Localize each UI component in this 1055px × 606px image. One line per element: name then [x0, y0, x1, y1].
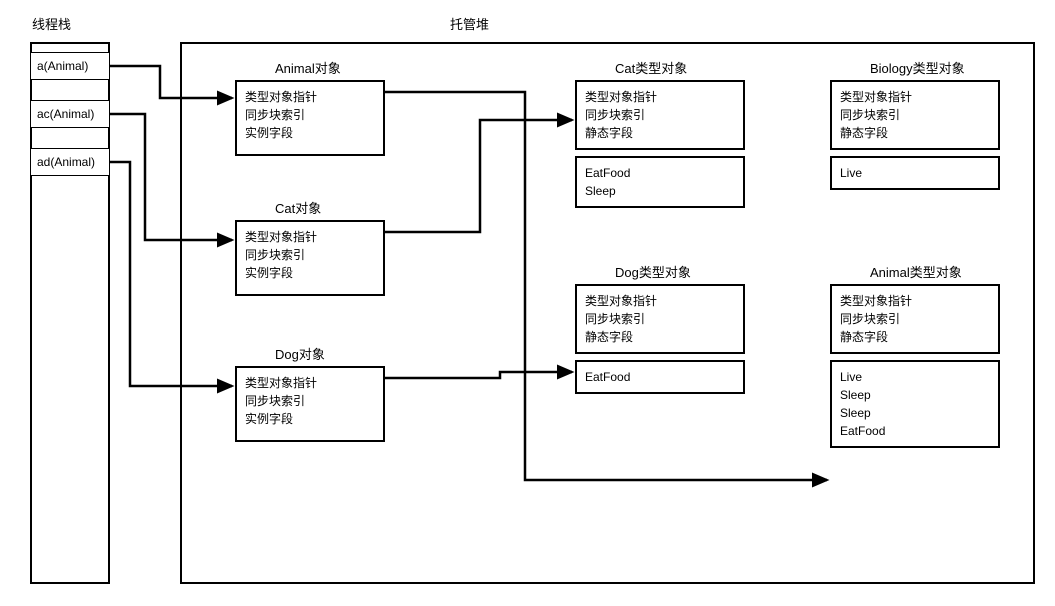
field: 同步块索引 [585, 310, 735, 328]
dog-type-box: 类型对象指针 同步块索引 静态字段 EatFood [575, 284, 745, 394]
field: 同步块索引 [840, 310, 990, 328]
type-section: EatFood [575, 360, 745, 394]
type-section: 类型对象指针 同步块索引 静态字段 [830, 284, 1000, 354]
field: 同步块索引 [840, 106, 990, 124]
biology-type-box: 类型对象指针 同步块索引 静态字段 Live [830, 80, 1000, 190]
type-section: EatFood Sleep [575, 156, 745, 208]
field: 类型对象指针 [245, 374, 375, 392]
field: 实例字段 [245, 410, 375, 428]
stack-cell-a: a(Animal) [30, 52, 110, 80]
field: 类型对象指针 [840, 88, 990, 106]
type-section: 类型对象指针 同步块索引 静态字段 [830, 80, 1000, 150]
cat-instance-title: Cat对象 [275, 198, 321, 217]
method: EatFood [585, 368, 735, 386]
cat-type-box: 类型对象指针 同步块索引 静态字段 EatFood Sleep [575, 80, 745, 208]
biology-type-title: Biology类型对象 [870, 58, 965, 77]
animal-instance-title: Animal对象 [275, 58, 341, 77]
stack-cell-ad: ad(Animal) [30, 148, 110, 176]
field: 实例字段 [245, 264, 375, 282]
field: 类型对象指针 [585, 88, 735, 106]
method: Sleep [840, 386, 990, 404]
cat-type-title: Cat类型对象 [615, 58, 687, 77]
field: 静态字段 [840, 328, 990, 346]
dog-type-title: Dog类型对象 [615, 262, 691, 281]
field: 静态字段 [840, 124, 990, 142]
method: Sleep [840, 404, 990, 422]
type-section: Live Sleep Sleep EatFood [830, 360, 1000, 448]
field: 静态字段 [585, 124, 735, 142]
field: 类型对象指针 [245, 88, 375, 106]
stack-header: 线程栈 [32, 14, 71, 33]
method: Sleep [585, 182, 735, 200]
method: Live [840, 164, 990, 182]
animal-type-box: 类型对象指针 同步块索引 静态字段 Live Sleep Sleep EatFo… [830, 284, 1000, 448]
stack-cell-ac: ac(Animal) [30, 100, 110, 128]
field: 静态字段 [585, 328, 735, 346]
method: EatFood [585, 164, 735, 182]
animal-instance-box: 类型对象指针 同步块索引 实例字段 [235, 80, 385, 156]
field: 同步块索引 [245, 246, 375, 264]
field: 类型对象指针 [585, 292, 735, 310]
field: 类型对象指针 [245, 228, 375, 246]
field: 同步块索引 [585, 106, 735, 124]
field: 同步块索引 [245, 106, 375, 124]
type-section: Live [830, 156, 1000, 190]
field: 类型对象指针 [840, 292, 990, 310]
cat-instance-box: 类型对象指针 同步块索引 实例字段 [235, 220, 385, 296]
type-section: 类型对象指针 同步块索引 静态字段 [575, 284, 745, 354]
method: EatFood [840, 422, 990, 440]
field: 实例字段 [245, 124, 375, 142]
dog-instance-box: 类型对象指针 同步块索引 实例字段 [235, 366, 385, 442]
heap-header: 托管堆 [450, 14, 489, 33]
dog-instance-title: Dog对象 [275, 344, 325, 363]
type-section: 类型对象指针 同步块索引 静态字段 [575, 80, 745, 150]
field: 同步块索引 [245, 392, 375, 410]
method: Live [840, 368, 990, 386]
animal-type-title: Animal类型对象 [870, 262, 962, 281]
